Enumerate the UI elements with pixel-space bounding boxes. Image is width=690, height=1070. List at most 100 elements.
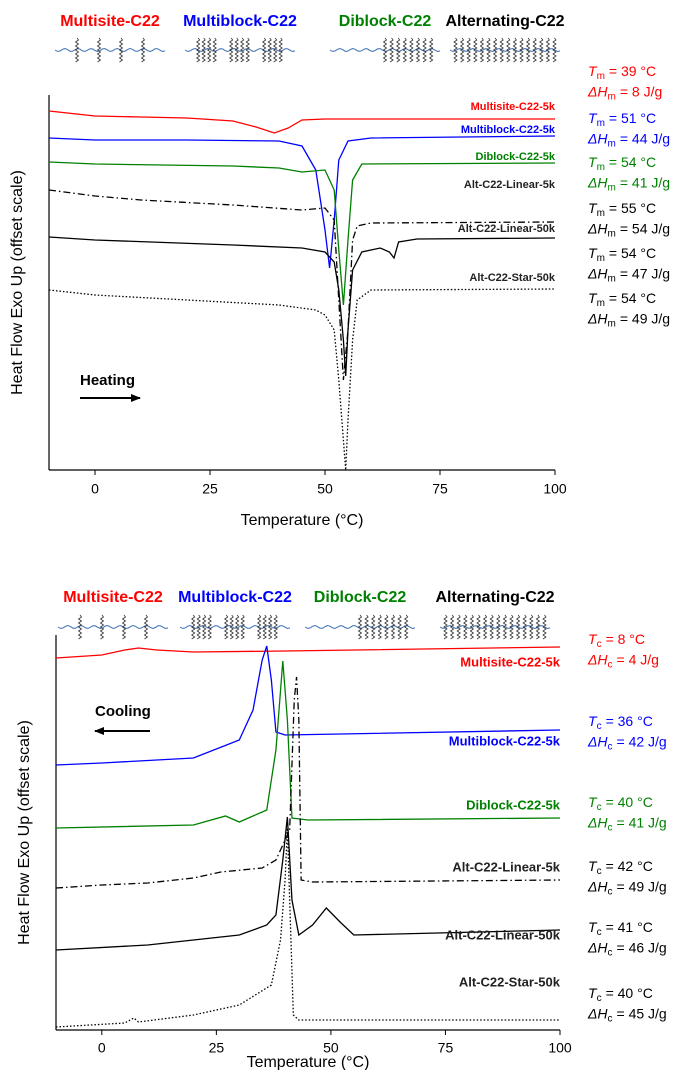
schematic-sidechain [443,614,448,640]
schematic-sidechain [499,37,504,63]
header: Diblock-C22 [314,589,407,606]
schematic-sidechain [267,614,273,640]
annotation-value: = 49 J/g [617,878,667,894]
schematic-sidechain [463,614,468,640]
annotation-symbol: ΔH [587,1005,608,1021]
annotation: ΔHm = 8 J/g [587,83,662,102]
curve [55,660,561,829]
annotation-symbol: ΔH [587,814,608,830]
schematic-sidechain [489,614,494,640]
annotation-value: = 46 J/g [617,939,667,955]
x-tick-label: 100 [543,481,567,497]
x-tick-label: 50 [323,1040,339,1056]
annotation: ΔHm = 41 J/g [587,174,670,193]
annotation: Tc = 40 °C [588,985,653,1004]
annotation-subscript: c [597,639,602,650]
schematic-sidechain [261,37,267,63]
annotation: ΔHc = 4 J/g [587,651,659,670]
annotation-symbol: T [588,110,598,126]
annotation-symbol: ΔH [587,265,608,281]
annotation-symbol: ΔH [587,174,608,190]
schematic-sidechain [542,614,547,640]
annotation-value: = 44 J/g [620,130,670,146]
curve [55,646,561,659]
annotation-symbol: T [588,631,598,647]
schematic-sidechain [245,37,250,63]
annotation-subscript: m [597,253,605,264]
schematic-sidechain [525,37,531,63]
annotation-value: = 41 J/g [620,174,670,190]
annotation-subscript: c [608,659,613,670]
schematic-sidechain [99,614,105,640]
annotation: Tm = 54 °C [588,154,656,173]
annotation: Tc = 40 °C [588,794,653,813]
schematic-sidechain [234,614,240,640]
header: Diblock-C22 [339,13,432,30]
schematic-sidechain [512,37,518,63]
schematic-sidechain [482,614,488,640]
annotation: Tc = 41 °C [588,919,653,938]
annotation-value: = 40 °C [606,794,653,810]
annotation-symbol: T [588,919,598,935]
schematic-sidechain [545,37,551,63]
annotation-value: = 4 J/g [617,651,659,667]
schematic-sidechain [228,37,234,63]
annotation-value: = 54 °C [609,290,656,306]
annotation-subscript: c [597,927,602,938]
annotation-value: = 54 J/g [620,220,670,236]
annotation-subscript: c [608,1013,613,1024]
curve-label: Alt-C22-Linear-50k [458,223,556,235]
x-tick-label: 75 [438,1040,454,1056]
schematic-sidechain [428,37,434,63]
annotation-value: = 8 J/g [620,83,662,99]
annotation-subscript: m [608,182,616,193]
annotation-symbol: T [588,985,598,1001]
schematic-sidechain [389,37,394,63]
schematic-sidechain [390,614,396,640]
schematic-sidechain [234,37,239,63]
schematic-sidechain [395,37,401,63]
curve-label: Multiblock-C22-5k [449,733,561,748]
schematic-sidechain [370,614,376,640]
annotation: Tm = 54 °C [588,245,656,264]
annotation-value: = 55 °C [609,200,656,216]
schematic-sidechain [262,614,267,640]
annotation: Tm = 51 °C [588,110,656,129]
schematic-sidechain [515,614,521,640]
schematic-sidechain [529,614,534,640]
curve [48,288,556,471]
curve [48,161,556,306]
schematic-sidechain [239,37,245,63]
annotation: ΔHc = 41 J/g [587,814,667,833]
schematic-sidechain [272,37,278,63]
schematic-sidechain [403,614,409,640]
annotation: Tc = 8 °C [588,631,645,650]
process-label: Cooling [95,703,151,720]
curve-label: Multisite-C22-5k [471,101,556,113]
curve [55,676,561,889]
annotation-subscript: c [608,741,613,752]
schematic-sidechain [496,614,501,640]
curve-label: Multisite-C22-5k [460,654,560,669]
y-axis-label: Heat Flow Exo Up (offset scale) [16,720,33,945]
annotation-symbol: ΔH [587,130,608,146]
x-tick-label: 0 [98,1040,106,1056]
annotation-value: = 41 J/g [617,814,667,830]
curve [48,110,555,134]
annotation-subscript: m [597,208,605,219]
annotation-symbol: T [588,858,598,874]
annotation-value: = 45 J/g [617,1005,667,1021]
x-axis-label: Temperature (°C) [247,1054,370,1070]
annotation-value: = 47 J/g [620,265,670,281]
annotation-subscript: c [597,993,602,1004]
annotation: ΔHm = 47 J/g [587,265,670,284]
schematic-sidechain [229,614,234,640]
schematic-sidechain [267,37,272,63]
annotation-value: = 54 °C [609,245,656,261]
annotation-symbol: T [588,713,598,729]
annotation: Tm = 54 °C [588,290,656,309]
annotation-value: = 54 °C [609,154,656,170]
annotation-subscript: c [597,721,602,732]
